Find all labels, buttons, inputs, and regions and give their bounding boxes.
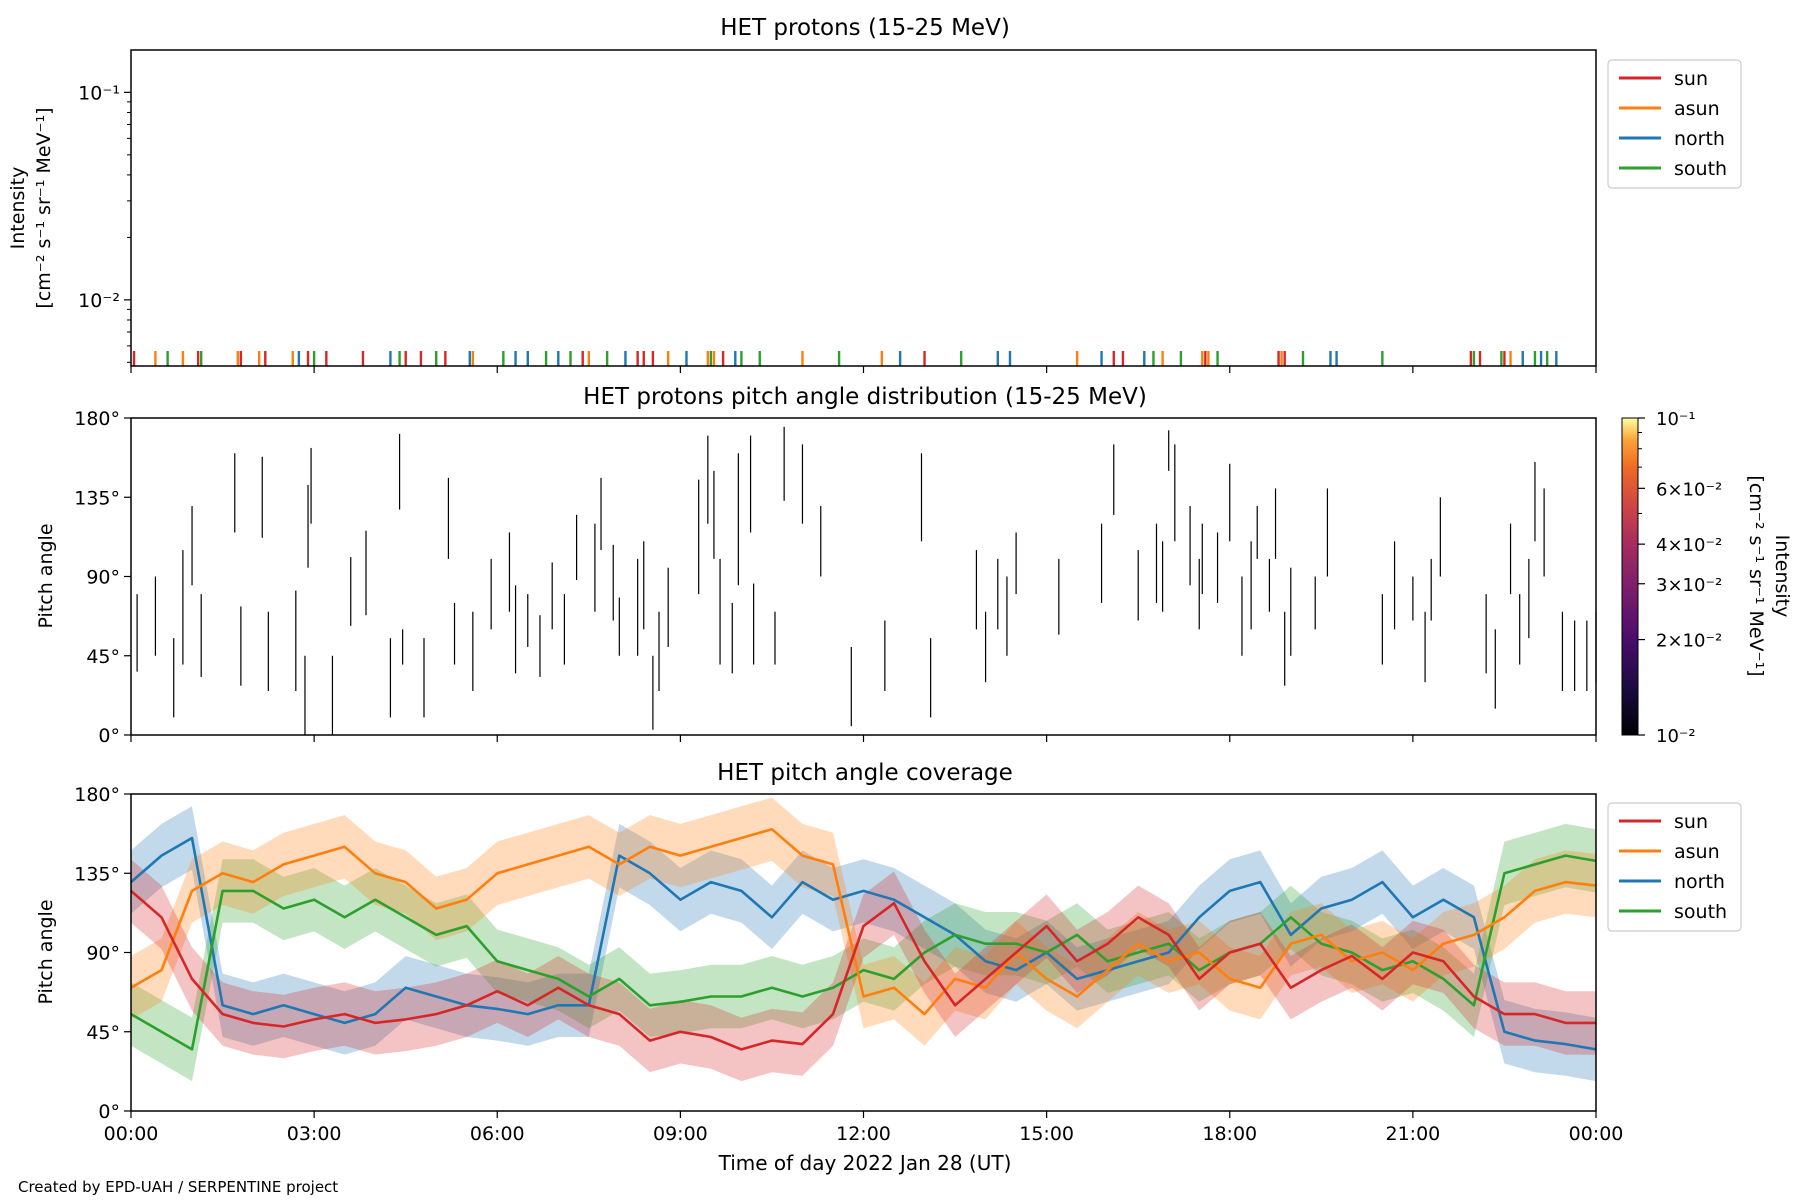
- y-tick-label: 90°: [86, 567, 120, 589]
- legend3-asun-label: asun: [1674, 841, 1720, 863]
- panel2-title: HET protons pitch angle distribution (15…: [583, 384, 1147, 410]
- colorbar-tick-label: 3×10⁻²: [1656, 575, 1722, 596]
- asun-line: [130, 827, 1597, 1016]
- x-tick-label: 00:00: [104, 1123, 159, 1145]
- panel-pitch-distribution: HET protons pitch angle distribution (15…: [35, 384, 1793, 747]
- legend3-sun-label: sun: [1674, 811, 1708, 833]
- panel2-y-ticks: 0° 45° 90° 135° 180°: [74, 408, 131, 747]
- footer-credit: Created by EPD-UAH / SERPENTINE project: [18, 1178, 338, 1196]
- colorbar-tick-label: 4×10⁻²: [1656, 535, 1722, 556]
- x-tick-label: 03:00: [287, 1123, 342, 1145]
- x-tick-label: 15:00: [1019, 1123, 1074, 1145]
- panel-pitch-coverage: HET pitch angle coverage 0° 45° 90° 135° 180…: [35, 760, 1742, 1175]
- sun-line: [130, 889, 1596, 1051]
- colorbar-tick-label: 6×10⁻²: [1656, 479, 1722, 500]
- colorbar: 10⁻¹ 6×10⁻² 4×10⁻² 3×10⁻² 2×10⁻² 10⁻² Intensi…: [1621, 409, 1793, 747]
- y-tick-label: 45°: [86, 1022, 120, 1044]
- panel1-title: HET protons (15-25 MeV): [720, 15, 1010, 41]
- panel1-y-ticks: 10⁻¹ 10⁻²: [78, 82, 131, 363]
- legend1-south-label: south: [1674, 158, 1727, 180]
- y-tick-label: 45°: [86, 646, 120, 668]
- y-tick-label: 135°: [74, 487, 120, 509]
- x-tick-label: 06:00: [470, 1123, 525, 1145]
- panel3-ylabel: Pitch angle: [35, 899, 57, 1004]
- y-tick-label: 180°: [74, 784, 120, 806]
- y-tick-label: 0°: [98, 725, 120, 747]
- colorbar-ticks: 10⁻¹ 6×10⁻² 4×10⁻² 3×10⁻² 2×10⁻² 10⁻²: [1638, 409, 1722, 747]
- legend1-sun-label: sun: [1674, 68, 1708, 90]
- panel3-title: HET pitch angle coverage: [717, 760, 1013, 786]
- x-tick-label: 00:00: [1569, 1123, 1624, 1145]
- colorbar-tick-label: 10⁻¹: [1656, 409, 1696, 430]
- colorbar-label-line2: [cm⁻² s⁻¹ sr⁻¹ MeV⁻¹]: [1745, 475, 1767, 676]
- x-tick-label: 21:00: [1385, 1123, 1440, 1145]
- panel1-legend: sun asun north south: [1607, 59, 1742, 189]
- panel3-plot-area: [130, 797, 1597, 1082]
- legend1-asun-label: asun: [1674, 98, 1720, 120]
- panel3-y-ticks: 0° 45° 90° 135° 180°: [74, 784, 131, 1123]
- y-tick-label: 0°: [98, 1101, 120, 1123]
- x-axis-label: Time of day 2022 Jan 28 (UT): [718, 1151, 1012, 1175]
- panel1-x-ticks: [130, 366, 1597, 373]
- panel3-legend: sun asun north south: [1607, 802, 1742, 932]
- south-line: [130, 854, 1597, 1051]
- colorbar-tick-label: 10⁻²: [1656, 726, 1696, 747]
- panel3-x-ticks: 00:00 03:00 06:00 09:00 12:00 15:00 18:00 21:00…: [104, 1111, 1624, 1145]
- south-band: [131, 823, 1596, 1082]
- legend3-south-label: south: [1674, 901, 1727, 923]
- panel2-plot-area: [136, 426, 1597, 735]
- panel1-ylabel-line1: Intensity: [7, 167, 29, 250]
- asun-band: [131, 797, 1596, 1046]
- sun-band: [131, 859, 1596, 1082]
- legend1-north-label: north: [1674, 128, 1725, 150]
- y-tick-label: 10⁻¹: [78, 82, 120, 104]
- y-tick-label: 90°: [86, 943, 120, 965]
- x-tick-label: 18:00: [1202, 1123, 1257, 1145]
- north-band: [131, 806, 1596, 1082]
- colorbar-gradient: [1621, 417, 1639, 736]
- colorbar-tick-label: 2×10⁻²: [1656, 631, 1722, 652]
- panel2-ylabel: Pitch angle: [35, 523, 57, 628]
- y-tick-label: 135°: [74, 863, 120, 885]
- x-tick-label: 12:00: [836, 1123, 891, 1145]
- panel1-ylabel-line2: [cm⁻² s⁻¹ sr⁻¹ MeV⁻¹]: [33, 107, 55, 308]
- panel-intensity: HET protons (15-25 MeV) 10⁻¹ 10⁻² Intensi…: [7, 15, 1742, 373]
- legend3-north-label: north: [1674, 871, 1725, 893]
- panel1-frame: [130, 49, 1597, 367]
- y-tick-label: 180°: [74, 408, 120, 430]
- panel1-plot-area: [132, 351, 1558, 366]
- colorbar-label-line1: Intensity: [1771, 535, 1793, 618]
- y-tick-label: 10⁻²: [78, 290, 120, 312]
- panel2-x-ticks: [130, 735, 1597, 742]
- north-line: [130, 836, 1597, 1051]
- x-tick-label: 09:00: [653, 1123, 708, 1145]
